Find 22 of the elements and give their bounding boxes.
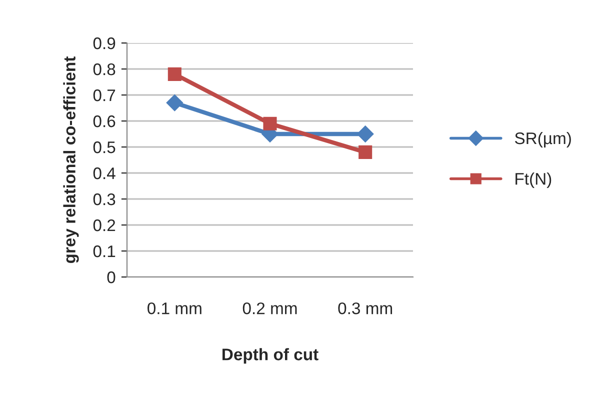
point <box>168 67 182 81</box>
y-tick-label: 0.3 <box>93 193 116 206</box>
y-tick-label: 0.1 <box>93 245 116 258</box>
x-tick-label: 0.1 mm <box>148 302 202 314</box>
y-tick-label: 0 <box>107 271 116 284</box>
y-tick-label: 0.4 <box>93 167 116 180</box>
legend-label: Ft(N) <box>516 172 552 188</box>
y-tick-label: 0.9 <box>93 37 116 50</box>
y-tick-label: 0.6 <box>93 115 116 128</box>
point <box>356 126 374 142</box>
x-tick-label: 0.2 mm <box>242 302 297 314</box>
point <box>358 145 372 159</box>
x-tick-label: 0.3 mm <box>338 302 392 314</box>
point <box>263 116 277 130</box>
y-tick-label: 0.7 <box>93 89 116 102</box>
y-tick-label: 0.8 <box>93 63 116 76</box>
y-tick-label: 0.2 <box>93 219 116 232</box>
point <box>166 94 184 112</box>
x-axis-title: Depth of cut <box>222 348 318 364</box>
y-axis-title: grey relational co-efficient <box>63 56 79 264</box>
legend-label: SR(µm) <box>514 132 571 148</box>
y-tick-label: 0.5 <box>93 141 116 154</box>
